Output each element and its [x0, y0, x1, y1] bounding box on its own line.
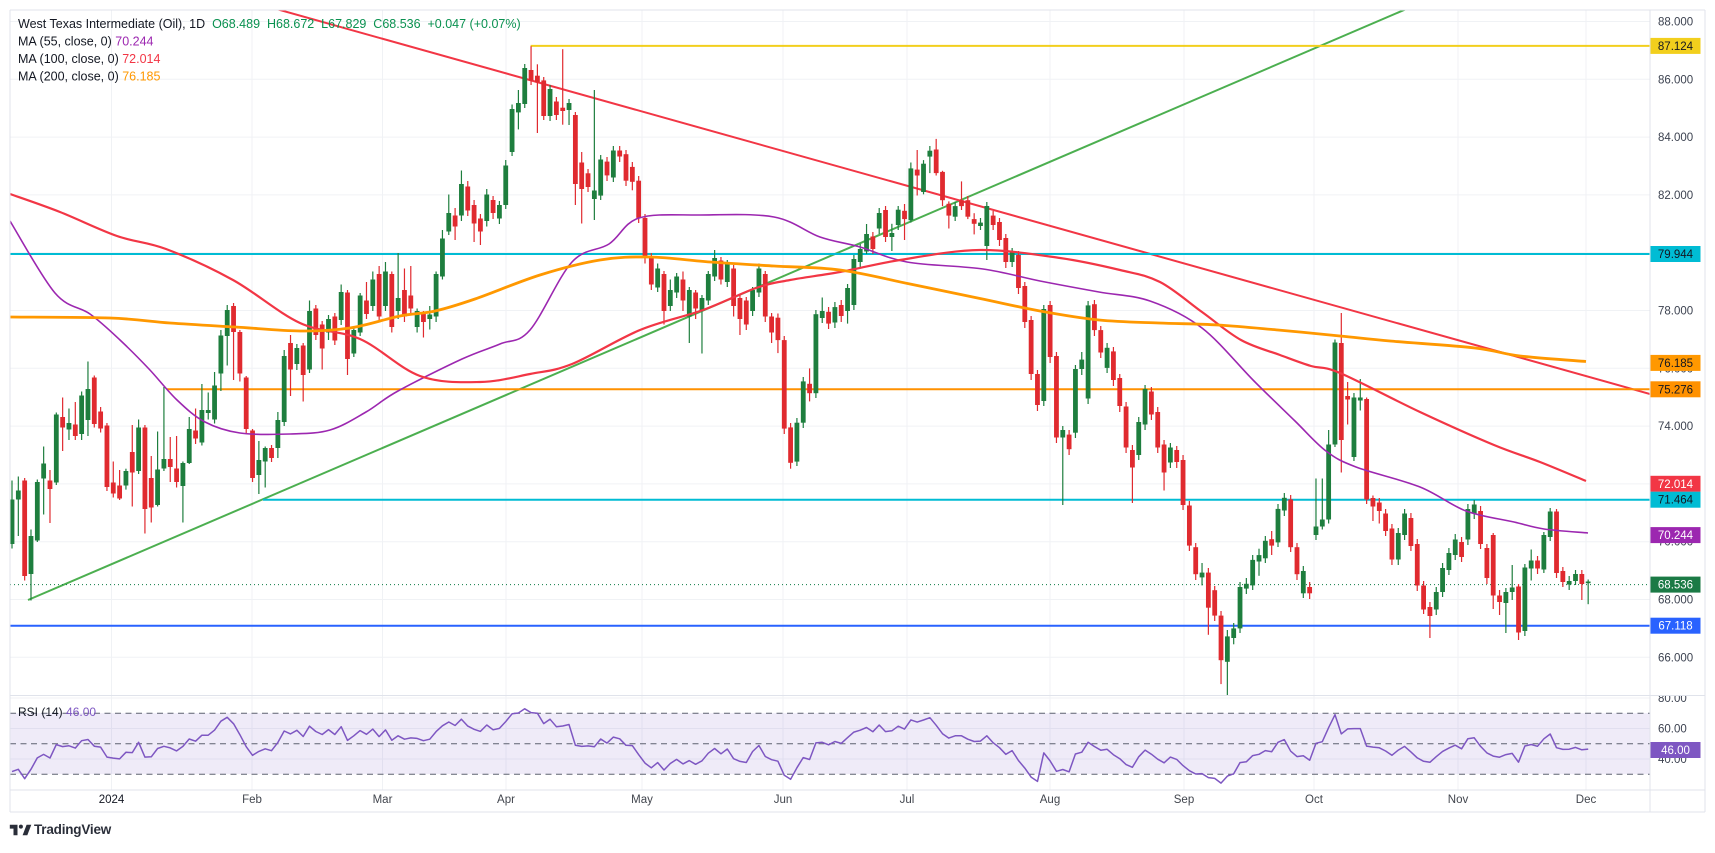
svg-text:79.944: 79.944: [1658, 249, 1694, 261]
svg-text:2024: 2024: [99, 794, 125, 806]
svg-text:MA (100, close, 0) 72.014: MA (100, close, 0) 72.014: [18, 52, 160, 66]
svg-text:86.000: 86.000: [1658, 74, 1693, 86]
svg-text:TradingView: TradingView: [34, 822, 112, 837]
svg-text:60.00: 60.00: [1658, 724, 1687, 736]
svg-text:Feb: Feb: [242, 794, 262, 806]
svg-text:66.000: 66.000: [1658, 652, 1693, 664]
svg-text:70.244: 70.244: [1658, 530, 1694, 542]
svg-text:78.000: 78.000: [1658, 306, 1693, 318]
svg-text:RSI (14) 46.00: RSI (14) 46.00: [18, 705, 96, 719]
svg-text:MA (200, close, 0) 76.185: MA (200, close, 0) 76.185: [18, 70, 160, 84]
svg-text:84.000: 84.000: [1658, 132, 1693, 144]
svg-text:75.276: 75.276: [1658, 384, 1693, 396]
svg-text:88.000: 88.000: [1658, 17, 1693, 29]
svg-text:67.118: 67.118: [1658, 621, 1692, 633]
svg-text:68.536: 68.536: [1658, 580, 1693, 592]
svg-text:74.000: 74.000: [1658, 421, 1693, 433]
svg-text:71.464: 71.464: [1658, 495, 1694, 507]
svg-text:May: May: [631, 794, 653, 806]
svg-text:MA (55, close, 0) 70.244: MA (55, close, 0) 70.244: [18, 35, 154, 49]
svg-text:Jul: Jul: [900, 794, 915, 806]
svg-text:68.000: 68.000: [1658, 595, 1693, 607]
svg-text:76.185: 76.185: [1658, 358, 1693, 370]
svg-text:82.000: 82.000: [1658, 190, 1693, 202]
svg-text:Aug: Aug: [1040, 794, 1060, 806]
svg-text:Jun: Jun: [774, 794, 793, 806]
svg-text:72.014: 72.014: [1658, 479, 1694, 491]
svg-text:West Texas Intermediate (Oil),: West Texas Intermediate (Oil), 1D O68.48…: [18, 17, 521, 31]
svg-text:Oct: Oct: [1305, 794, 1324, 806]
svg-text:Mar: Mar: [373, 794, 393, 806]
svg-text:Dec: Dec: [1576, 794, 1597, 806]
svg-text:80.00: 80.00: [1658, 693, 1687, 705]
svg-text:Nov: Nov: [1448, 794, 1469, 806]
svg-text:46.00: 46.00: [1661, 745, 1690, 757]
svg-text:Sep: Sep: [1174, 794, 1194, 806]
svg-text:87.124: 87.124: [1658, 41, 1694, 53]
svg-text:Apr: Apr: [497, 794, 515, 806]
